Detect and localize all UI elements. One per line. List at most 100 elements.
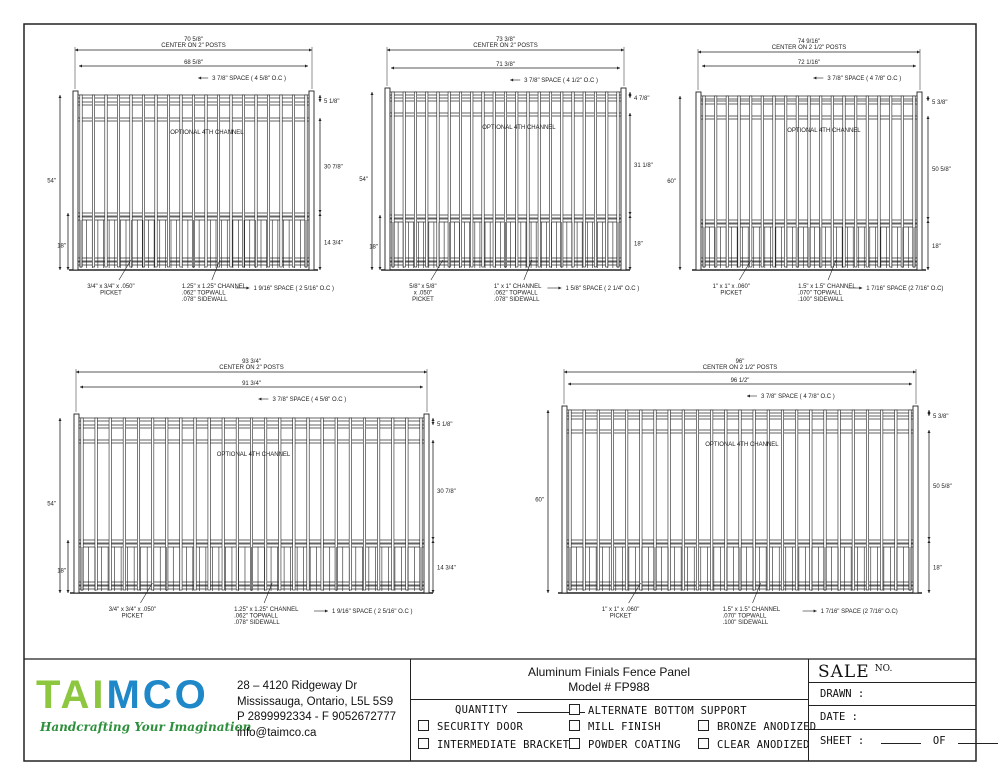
picket bbox=[92, 94, 96, 268]
optional-channel-label: OPTIONAL 4TH CHANNEL bbox=[482, 125, 556, 131]
picket bbox=[830, 95, 834, 268]
dimension-arrow bbox=[628, 267, 632, 270]
overall-width-label: 73 3/8" bbox=[496, 37, 515, 43]
post-left bbox=[384, 87, 391, 271]
logo-wordmark: TAIMCO bbox=[36, 674, 209, 716]
dimension-arrow bbox=[431, 440, 435, 443]
sale-rule-1 bbox=[808, 682, 976, 683]
channel-callout: .062" TOPWALL bbox=[182, 291, 226, 297]
option-security-door[interactable]: SECURITY DOOR bbox=[418, 720, 523, 733]
channel-callout: .078" SIDEWALL bbox=[182, 297, 228, 303]
sheet-label: SHEET : bbox=[820, 735, 865, 747]
checkbox[interactable] bbox=[418, 720, 429, 731]
picket bbox=[320, 417, 324, 591]
dimension-arrow bbox=[926, 217, 930, 220]
picket-leader bbox=[430, 259, 444, 281]
channel-callout: .078" SIDEWALL bbox=[494, 297, 540, 303]
picket bbox=[278, 417, 282, 591]
channel-leader bbox=[827, 259, 837, 281]
picket bbox=[377, 417, 381, 591]
total-height-label: 54" bbox=[47, 179, 56, 185]
sheet-field[interactable]: SHEET : OF bbox=[820, 735, 998, 747]
fence-panel-4: 93 3/4"CENTER ON 2" POSTS 91 3/4" 3 7/8" S… bbox=[47, 359, 456, 626]
picket bbox=[436, 91, 440, 268]
picket-leader bbox=[140, 582, 153, 604]
mid-height-label: 31 1/8" bbox=[634, 163, 653, 169]
logo-tagline: Handcrafting Your Imagination bbox=[40, 720, 252, 734]
dimension-arrow bbox=[58, 590, 62, 593]
dimension-arrow bbox=[678, 267, 682, 270]
dimension-arrow bbox=[431, 590, 435, 593]
dimension-arrow bbox=[58, 95, 62, 98]
mid-height-label: 50 5/8" bbox=[933, 484, 952, 490]
picket-callout: 5/8" x 5/8" bbox=[409, 284, 436, 290]
option-bronze-anodized[interactable]: BRONZE ANODIZED bbox=[698, 720, 816, 733]
dimension-arrow bbox=[378, 215, 382, 218]
drawn-field[interactable]: DRAWN : bbox=[820, 688, 865, 700]
sale-rule-3 bbox=[808, 729, 976, 730]
picket bbox=[254, 94, 258, 268]
dimension-arrow bbox=[370, 92, 374, 95]
quantity-blank[interactable] bbox=[516, 712, 585, 713]
of-blank[interactable] bbox=[957, 743, 998, 744]
overall-width-label: 70 5/8" bbox=[184, 37, 203, 43]
option-clear-anodized[interactable]: CLEAR ANODIZED bbox=[698, 738, 810, 751]
company-address: 28 – 4120 Ridgeway Dr Mississauga, Ontar… bbox=[237, 679, 396, 741]
picket bbox=[695, 409, 699, 591]
post-center-label: CENTER ON 2 1/2" POSTS bbox=[772, 45, 846, 51]
dimension-arrow bbox=[927, 410, 931, 413]
picket-callout: 3/4" x 3/4" x .050" bbox=[109, 607, 156, 613]
checkbox[interactable] bbox=[698, 720, 709, 731]
sheet-blank[interactable] bbox=[880, 743, 921, 744]
option-powder-coating[interactable]: POWDER COATING bbox=[569, 738, 681, 751]
dimension-arrow bbox=[564, 370, 567, 374]
post-center-label: CENTER ON 2 1/2" POSTS bbox=[703, 365, 777, 371]
model-number: Model # FP988 bbox=[568, 680, 650, 694]
top-gap-label: 5 3/8" bbox=[932, 100, 947, 106]
dimension-arrow bbox=[75, 48, 78, 52]
dimension-arrow bbox=[913, 370, 916, 374]
channel-callout: .062" TOPWALL bbox=[494, 291, 538, 297]
sale-field[interactable]: SALE NO. bbox=[818, 662, 892, 682]
fence-panel-3: 74 9/16"CENTER ON 2 1/2" POSTS 72 1/16" 3 … bbox=[667, 39, 951, 303]
dimension-arrow bbox=[621, 48, 624, 52]
bottom-height-label: 18" bbox=[57, 244, 66, 250]
picket bbox=[772, 95, 776, 268]
dimension-arrow bbox=[420, 385, 423, 389]
sheet-border bbox=[23, 23, 977, 762]
checkbox[interactable] bbox=[698, 738, 709, 749]
checkbox[interactable] bbox=[569, 738, 580, 749]
checkbox[interactable] bbox=[569, 704, 580, 715]
picket bbox=[842, 95, 846, 268]
option-mill-finish[interactable]: MILL FINISH bbox=[569, 720, 661, 733]
dimension-arrow bbox=[678, 96, 682, 99]
checkbox[interactable] bbox=[418, 738, 429, 749]
dimension-arrow bbox=[617, 66, 620, 70]
dimension-arrow bbox=[318, 210, 322, 213]
picket-spacing-label: 1 9/16" SPACE ( 2 5/16" O.C ) bbox=[332, 609, 413, 615]
post-right bbox=[423, 413, 430, 594]
logo-word-blue: MCO bbox=[106, 673, 209, 717]
option-alternate-bottom-support[interactable]: ALTERNATE BOTTOM SUPPORT bbox=[569, 704, 747, 717]
dimension-arrow bbox=[859, 286, 863, 290]
picket bbox=[795, 409, 799, 591]
picket bbox=[292, 417, 296, 591]
picket-callout: PICKET bbox=[122, 614, 144, 620]
date-field[interactable]: DATE : bbox=[820, 711, 858, 723]
picket bbox=[204, 94, 208, 268]
picket-space-label: 3 7/8" SPACE ( 4 1/2" O.C ) bbox=[524, 78, 598, 84]
dimension-arrow bbox=[58, 418, 62, 421]
picket-spacing-label: 1 9/16" SPACE ( 2 5/16" O.C ) bbox=[253, 286, 334, 292]
checkbox[interactable] bbox=[569, 720, 580, 731]
top-gap-label: 5 3/8" bbox=[933, 414, 948, 420]
dimension-arrow bbox=[546, 410, 550, 413]
dimension-arrow bbox=[702, 64, 705, 68]
channel-callout: 1" x 1" CHANNEL bbox=[494, 284, 542, 290]
option-intermediate-bracket[interactable]: INTERMEDIATE BRACKET bbox=[418, 738, 569, 751]
picket bbox=[481, 91, 485, 268]
picket bbox=[142, 94, 146, 268]
overall-width-label: 96" bbox=[736, 359, 745, 365]
dimension-arrow bbox=[909, 382, 912, 386]
picket bbox=[425, 91, 429, 268]
total-height-label: 60" bbox=[667, 179, 676, 185]
